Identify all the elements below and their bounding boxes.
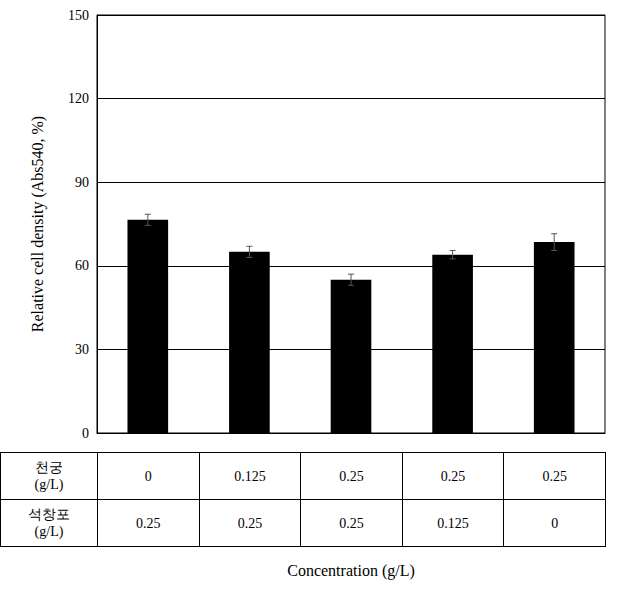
html-text:0.25: 0.25: [339, 515, 364, 531]
html-text:0.125: 0.125: [437, 515, 469, 531]
svg-text:30: 30: [75, 342, 89, 357]
html-text:0: 0: [551, 515, 559, 531]
svg-text:0: 0: [82, 426, 89, 441]
html-text:석창포 (g/L): 석창포 (g/L): [28, 507, 70, 539]
html-text:천궁 (g/L): 천궁 (g/L): [34, 460, 64, 492]
svg-text:150: 150: [68, 8, 89, 23]
html-text:0.25: 0.25: [440, 468, 466, 484]
html-text:0.25: 0.25: [237, 515, 263, 531]
svg-text:120: 120: [68, 91, 89, 106]
svg-text:90: 90: [75, 175, 89, 190]
svg-text:60: 60: [75, 258, 89, 273]
html-text:0.25: 0.25: [136, 515, 161, 531]
html-text:Concentration (g/L): Concentration (g/L): [287, 562, 415, 579]
html-text:0.125: 0.125: [234, 468, 266, 484]
html-text:0.25: 0.25: [542, 468, 567, 484]
svg-text:Relative cell density (Abs540,: Relative cell density (Abs540, %): [29, 116, 47, 332]
html-text:0: 0: [144, 468, 152, 484]
html-text:0.25: 0.25: [339, 468, 364, 484]
